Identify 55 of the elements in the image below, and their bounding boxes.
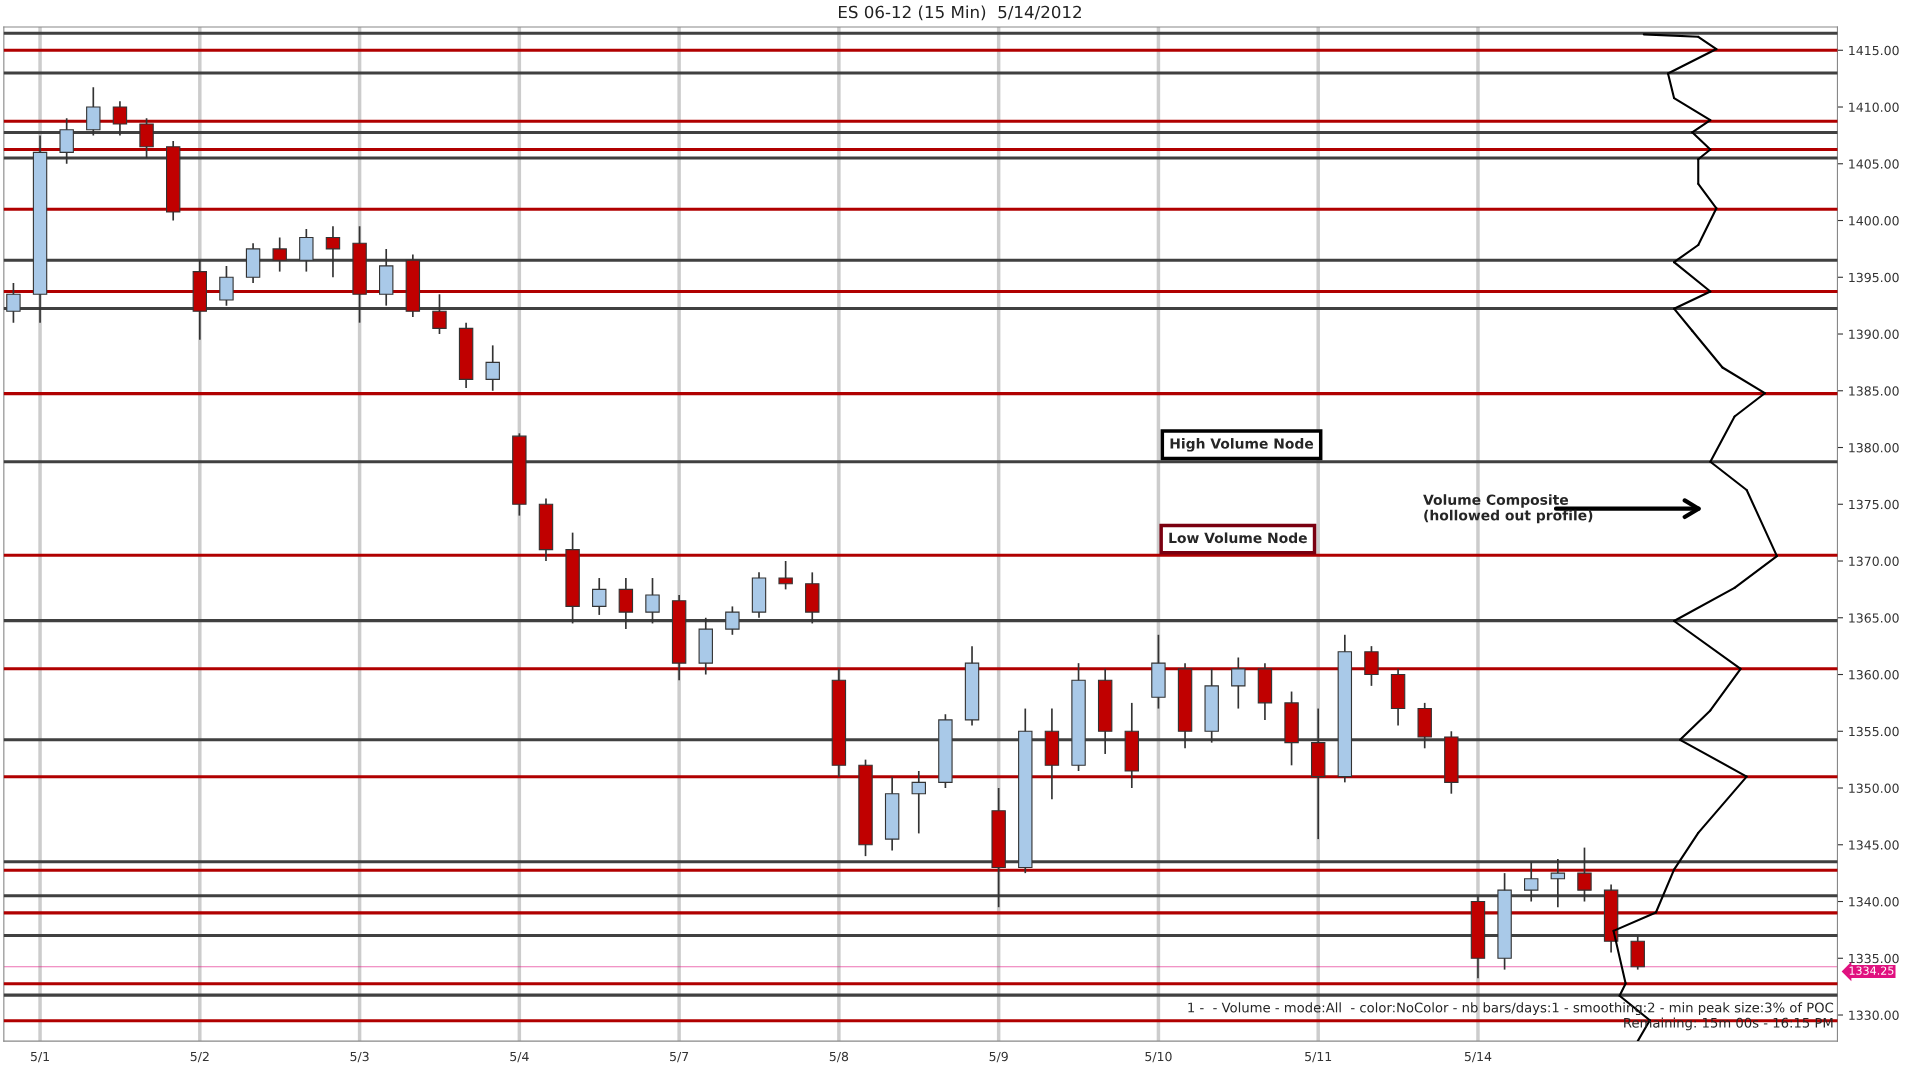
candlestick (299, 228, 314, 273)
x-tick-label: 5/7 (670, 1051, 689, 1063)
annotation: High Volume Node (1170, 438, 1314, 452)
candlestick (112, 100, 128, 137)
annotation: Low Volume Node (1169, 532, 1307, 544)
candlestick (139, 117, 154, 159)
y-tick-label: 1360.00 (1849, 669, 1899, 680)
candlestick (59, 117, 74, 165)
candlestick (325, 225, 341, 279)
x-tick-label: 5/4 (510, 1051, 529, 1063)
x-tick-label: 5/11 (1305, 1051, 1332, 1063)
y-tick-label: 1390.00 (1849, 329, 1899, 339)
x-tick-label: 5/8 (829, 1051, 849, 1063)
candlestick (592, 577, 607, 616)
y-tick-label: 1365.00 (1849, 613, 1899, 623)
y-tick-label: 1335.00 (1849, 953, 1899, 964)
candlestick (432, 293, 447, 335)
ref-line-label: 1334.25 (1849, 966, 1894, 975)
candlestick (272, 236, 287, 273)
y-tick-label: 1350.00 (1849, 783, 1899, 793)
chart-title: ES 06-12 (15 Min) 5/14/2012 (839, 5, 1081, 21)
x-tick-label: 5/14 (1464, 1051, 1492, 1063)
y-tick-label: 1400.00 (1849, 215, 1899, 226)
y-tick-label: 1375.00 (1849, 499, 1899, 510)
y-tick-label: 1370.00 (1849, 556, 1899, 566)
x-tick-label: 5/3 (350, 1051, 369, 1063)
x-tick-label: 5/10 (1145, 1051, 1172, 1063)
y-tick-label: 1385.00 (1849, 386, 1899, 396)
candlestick (1231, 656, 1246, 710)
candlestick (725, 605, 740, 636)
y-tick-label: 1405.00 (1849, 159, 1899, 169)
y-tick-label: 1415.00 (1849, 45, 1899, 56)
candlestick (1550, 858, 1566, 909)
candlestick (618, 577, 634, 630)
candlestick (1524, 860, 1539, 903)
y-tick-label: 1380.00 (1849, 442, 1899, 453)
x-tick-label: 5/1 (30, 1051, 49, 1063)
candlestick (1364, 645, 1379, 687)
candlestick (911, 770, 926, 835)
y-tick-label: 1410.00 (1849, 102, 1899, 112)
x-tick-label: 5/2 (190, 1051, 209, 1063)
y-tick-label: 1340.00 (1849, 896, 1899, 907)
candlestick (86, 86, 101, 137)
candlestick (645, 577, 660, 625)
y-tick-label: 1345.00 (1849, 840, 1899, 850)
candlestick (219, 265, 234, 307)
candlestick (778, 560, 793, 591)
y-tick-label: 1395.00 (1849, 272, 1899, 283)
annotation: Volume Composite (hollowed out profile) (1423, 494, 1593, 524)
y-tick-label: 1330.00 (1849, 1010, 1899, 1020)
candlestick (6, 282, 21, 324)
candlestick (1577, 846, 1592, 903)
candlestick (485, 344, 500, 392)
y-tick-label: 1355.00 (1849, 726, 1899, 737)
x-tick-label: 5/9 (989, 1051, 1008, 1063)
